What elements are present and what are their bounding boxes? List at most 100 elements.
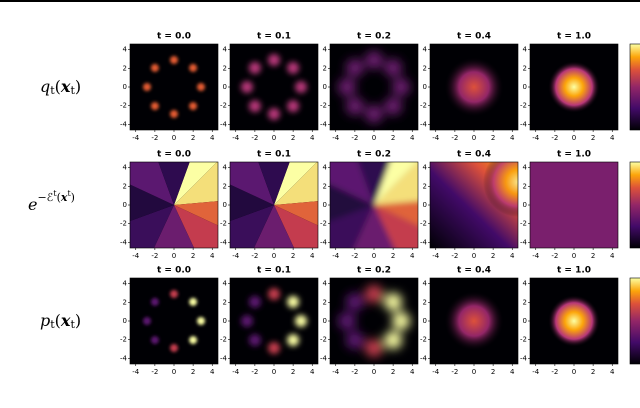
x-tick-label: 2 bbox=[491, 252, 495, 260]
heatmap bbox=[230, 44, 318, 130]
y-tick-label: 4 bbox=[323, 46, 328, 54]
y-tick-label: 4 bbox=[423, 164, 428, 172]
blob bbox=[295, 315, 307, 327]
row-label-part: t bbox=[67, 189, 71, 198]
heatmap-image bbox=[230, 44, 318, 130]
y-tick-label: 0 bbox=[223, 83, 227, 91]
panel-title: t = 0.0 bbox=[157, 266, 191, 276]
y-tick-label: 4 bbox=[423, 46, 428, 54]
y-tick-label: -4 bbox=[420, 120, 428, 128]
y-tick-label: 4 bbox=[423, 280, 428, 288]
row-label: pt(xt) bbox=[40, 311, 81, 332]
y-tick-label: -2 bbox=[420, 336, 427, 344]
x-tick-label: -4 bbox=[232, 134, 240, 142]
heatmap bbox=[330, 44, 418, 130]
y-tick-label: -2 bbox=[520, 220, 527, 228]
blob bbox=[287, 100, 300, 113]
row-label-part: ) bbox=[75, 311, 81, 330]
row-label-part: x bbox=[60, 191, 68, 204]
y-tick-label: 2 bbox=[323, 64, 327, 72]
x-tick-label: -4 bbox=[532, 252, 540, 260]
wedge bbox=[358, 162, 390, 205]
heatmap-bg bbox=[530, 162, 618, 248]
blob bbox=[268, 108, 280, 120]
wedge bbox=[274, 205, 318, 248]
y-tick-label: 4 bbox=[323, 164, 328, 172]
x-tick-label: -4 bbox=[232, 368, 240, 376]
row-label-part: ( bbox=[55, 311, 61, 330]
blob bbox=[345, 331, 364, 350]
blob bbox=[345, 58, 364, 77]
panel-title: t = 0.4 bbox=[457, 150, 491, 160]
x-tick-label: 0 bbox=[272, 252, 276, 260]
y-tick-label: 0 bbox=[323, 83, 327, 91]
colorbar bbox=[629, 43, 640, 131]
y-tick-label: 4 bbox=[223, 280, 228, 288]
x-tick-label: 0 bbox=[372, 134, 376, 142]
panel-title: t = 0.1 bbox=[257, 150, 291, 160]
panel-frame bbox=[529, 277, 619, 365]
y-tick-label: 0 bbox=[423, 83, 427, 91]
y-tick-label: -2 bbox=[420, 102, 427, 110]
panel-frame bbox=[229, 43, 319, 131]
wedge bbox=[174, 162, 218, 205]
row-label-part: ( bbox=[57, 191, 61, 204]
x-tick-label: 2 bbox=[491, 368, 495, 376]
x-tick-label: 0 bbox=[472, 368, 476, 376]
x-tick-label: 2 bbox=[391, 252, 395, 260]
x-tick-label: -4 bbox=[332, 252, 340, 260]
heatmap-image bbox=[530, 44, 618, 130]
blob bbox=[170, 110, 178, 118]
y-tick-label: 2 bbox=[123, 298, 127, 306]
heatmap-image bbox=[130, 162, 218, 248]
heatmap-image bbox=[230, 278, 318, 364]
y-tick-label: 0 bbox=[423, 317, 427, 325]
panel-title: t = 0.2 bbox=[357, 150, 391, 160]
wedge bbox=[130, 162, 174, 205]
row-label-part: x bbox=[60, 311, 71, 330]
wedge bbox=[274, 201, 318, 226]
blob bbox=[248, 61, 261, 74]
heatmap-image bbox=[430, 44, 518, 130]
heatmap-image bbox=[130, 278, 218, 364]
y-tick-label: 0 bbox=[323, 317, 327, 325]
x-tick-label: -2 bbox=[151, 134, 158, 142]
y-tick-label: -2 bbox=[220, 336, 227, 344]
x-tick-label: 2 bbox=[591, 134, 595, 142]
blob bbox=[189, 63, 198, 72]
heatmap bbox=[430, 162, 518, 248]
panel-title: t = 0.0 bbox=[157, 32, 191, 42]
x-tick-label: 0 bbox=[372, 368, 376, 376]
glow bbox=[483, 162, 518, 217]
wedge bbox=[174, 201, 218, 226]
x-tick-label: 4 bbox=[310, 252, 315, 260]
row-label-part: p bbox=[40, 311, 50, 330]
x-tick-label: 0 bbox=[172, 134, 176, 142]
y-tick-label: -4 bbox=[220, 354, 228, 362]
x-tick-label: 4 bbox=[610, 252, 615, 260]
row-label-part: t bbox=[70, 318, 75, 331]
blob bbox=[384, 58, 403, 77]
y-tick-label: -4 bbox=[220, 238, 228, 246]
x-tick-label: 0 bbox=[472, 134, 476, 142]
ring bbox=[241, 288, 307, 354]
blob bbox=[268, 288, 280, 300]
panel-title: t = 1.0 bbox=[557, 32, 591, 42]
y-tick-label: 2 bbox=[323, 298, 327, 306]
x-tick-label: -2 bbox=[251, 252, 258, 260]
blob bbox=[287, 334, 300, 347]
x-tick-label: 4 bbox=[510, 368, 515, 376]
blob bbox=[150, 63, 159, 72]
x-tick-label: 4 bbox=[210, 134, 215, 142]
blob bbox=[189, 336, 198, 345]
x-tick-label: -4 bbox=[432, 368, 440, 376]
ring bbox=[143, 56, 205, 118]
panel-frame bbox=[129, 43, 219, 131]
heatmap bbox=[530, 162, 618, 248]
heatmap bbox=[130, 162, 218, 248]
blob bbox=[365, 105, 383, 123]
y-tick-label: 4 bbox=[223, 46, 228, 54]
x-tick-label: -2 bbox=[451, 368, 458, 376]
x-tick-label: -4 bbox=[132, 368, 140, 376]
row-label-part: ) bbox=[71, 191, 75, 204]
